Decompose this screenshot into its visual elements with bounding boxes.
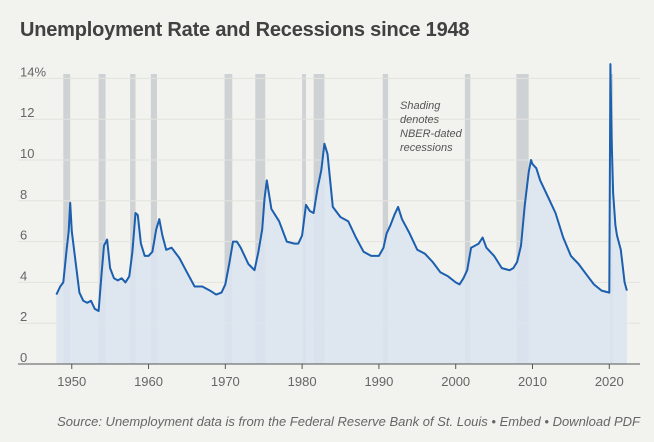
annotation-line: Shading <box>400 100 441 112</box>
x-tick-label: 1970 <box>211 374 240 389</box>
recession-band <box>224 74 233 364</box>
series-path <box>55 63 628 312</box>
x-tick-label: 2010 <box>518 374 547 389</box>
download-pdf-link[interactable]: Download PDF <box>552 414 640 429</box>
embed-link[interactable]: Embed <box>499 414 541 429</box>
y-tick-label: 14% <box>20 64 46 79</box>
shading-note: Shading denotes NBER-dated recessions <box>400 100 463 154</box>
y-tick-label: 12 <box>20 105 34 120</box>
chart-title: Unemployment Rate and Recessions since 1… <box>20 19 470 41</box>
recession-band <box>98 74 106 364</box>
y-tick-label: 4 <box>20 268 27 283</box>
separator: • <box>540 414 553 429</box>
y-tick-label: 6 <box>20 228 27 243</box>
axes: 0 2 4 6 8 10 12 14% 1950 1960 1970 1980 1990 2000 2010… <box>18 64 640 389</box>
recession-band <box>150 74 157 364</box>
y-tick-label: 2 <box>20 309 27 324</box>
recession-band <box>382 74 389 364</box>
annotation-line: denotes <box>400 114 440 126</box>
area-fill <box>56 64 627 364</box>
source-text: Source: Unemployment data is from the Fe… <box>57 414 488 429</box>
x-tick-label: 1980 <box>288 374 317 389</box>
annotation-line: recessions <box>400 142 453 154</box>
series-area <box>56 64 627 364</box>
x-tick-label: 2020 <box>595 374 624 389</box>
y-tick-label: 8 <box>20 187 27 202</box>
separator: • <box>487 414 500 429</box>
y-tick-label: 0 <box>20 350 27 365</box>
y-tick-label: 10 <box>20 146 34 161</box>
x-tick-label: 2000 <box>441 374 470 389</box>
x-tick-label: 1990 <box>364 374 393 389</box>
annotation-line: NBER-dated <box>400 128 463 140</box>
recession-band <box>130 74 136 364</box>
recession-band <box>63 74 71 364</box>
recession-band <box>255 74 266 364</box>
recession-band <box>464 74 471 364</box>
source-footer: Source: Unemployment data is from the Fe… <box>0 414 640 429</box>
x-tick-label: 1960 <box>134 374 163 389</box>
x-tick-label: 1950 <box>57 374 86 389</box>
series-line <box>55 63 628 312</box>
